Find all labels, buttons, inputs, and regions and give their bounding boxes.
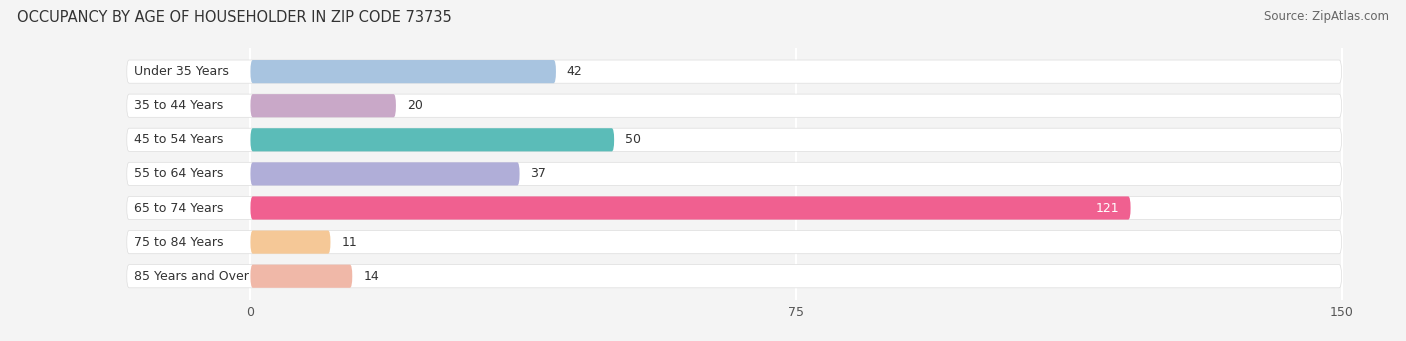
FancyBboxPatch shape — [250, 231, 330, 254]
FancyBboxPatch shape — [250, 128, 614, 151]
Text: 55 to 64 Years: 55 to 64 Years — [134, 167, 224, 180]
Text: 75 to 84 Years: 75 to 84 Years — [134, 236, 224, 249]
FancyBboxPatch shape — [127, 94, 1341, 117]
Text: 50: 50 — [626, 133, 641, 146]
FancyBboxPatch shape — [127, 128, 1341, 151]
Text: 14: 14 — [363, 270, 380, 283]
FancyBboxPatch shape — [127, 265, 1341, 288]
Text: 11: 11 — [342, 236, 357, 249]
Text: OCCUPANCY BY AGE OF HOUSEHOLDER IN ZIP CODE 73735: OCCUPANCY BY AGE OF HOUSEHOLDER IN ZIP C… — [17, 10, 451, 25]
Text: 20: 20 — [406, 99, 423, 112]
Text: 85 Years and Over: 85 Years and Over — [134, 270, 249, 283]
Text: 42: 42 — [567, 65, 582, 78]
Text: 121: 121 — [1097, 202, 1119, 214]
FancyBboxPatch shape — [127, 162, 1341, 186]
Text: 35 to 44 Years: 35 to 44 Years — [134, 99, 224, 112]
FancyBboxPatch shape — [127, 60, 1341, 83]
Text: 65 to 74 Years: 65 to 74 Years — [134, 202, 224, 214]
Text: Source: ZipAtlas.com: Source: ZipAtlas.com — [1264, 10, 1389, 23]
Text: 45 to 54 Years: 45 to 54 Years — [134, 133, 224, 146]
FancyBboxPatch shape — [127, 231, 1341, 254]
FancyBboxPatch shape — [127, 196, 1341, 220]
Text: 37: 37 — [530, 167, 547, 180]
FancyBboxPatch shape — [250, 265, 353, 288]
FancyBboxPatch shape — [250, 60, 555, 83]
FancyBboxPatch shape — [250, 196, 1130, 220]
Text: Under 35 Years: Under 35 Years — [134, 65, 229, 78]
FancyBboxPatch shape — [250, 162, 520, 186]
FancyBboxPatch shape — [250, 94, 396, 117]
